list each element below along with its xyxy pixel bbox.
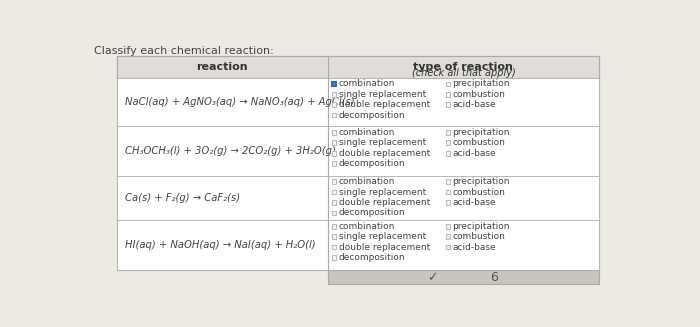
- Text: NaCl(aq) + AgNO₃(aq) → NaNO₃(aq) + AgCl(s): NaCl(aq) + AgNO₃(aq) → NaNO₃(aq) + AgCl(…: [125, 97, 354, 107]
- Text: decomposition: decomposition: [339, 159, 405, 168]
- Text: combustion: combustion: [452, 232, 505, 241]
- Bar: [446, 130, 450, 135]
- Text: double replacement: double replacement: [339, 100, 430, 109]
- Text: single replacement: single replacement: [339, 138, 426, 147]
- Bar: [446, 141, 450, 145]
- Bar: [446, 234, 450, 239]
- Text: decomposition: decomposition: [339, 253, 405, 262]
- Bar: [332, 82, 336, 86]
- Text: combustion: combustion: [452, 90, 505, 99]
- Bar: [117, 176, 599, 220]
- Bar: [117, 78, 599, 126]
- Bar: [446, 190, 450, 194]
- Text: single replacement: single replacement: [339, 90, 426, 99]
- Text: precipitation: precipitation: [452, 128, 510, 137]
- Text: combustion: combustion: [452, 138, 505, 147]
- Text: combination: combination: [339, 128, 395, 137]
- Text: precipitation: precipitation: [452, 222, 510, 231]
- Bar: [332, 151, 336, 156]
- Text: double replacement: double replacement: [339, 149, 430, 158]
- Bar: [328, 270, 599, 284]
- Text: combination: combination: [339, 79, 395, 88]
- Text: Classify each chemical reaction:: Classify each chemical reaction:: [94, 46, 274, 56]
- Bar: [332, 102, 336, 107]
- Text: CH₃OCH₃(l) + 3O₂(g) → 2CO₂(g) + 3H₂O(g): CH₃OCH₃(l) + 3O₂(g) → 2CO₂(g) + 3H₂O(g): [125, 146, 335, 156]
- Bar: [332, 92, 336, 96]
- Text: HI(aq) + NaOH(aq) → NaI(aq) + H₂O(l): HI(aq) + NaOH(aq) → NaI(aq) + H₂O(l): [125, 240, 315, 250]
- Bar: [446, 151, 450, 156]
- Bar: [332, 211, 336, 215]
- Text: acid-base: acid-base: [452, 198, 496, 207]
- Bar: [332, 224, 336, 229]
- Bar: [332, 113, 336, 117]
- Text: reaction: reaction: [197, 62, 248, 72]
- Text: single replacement: single replacement: [339, 232, 426, 241]
- Text: acid-base: acid-base: [452, 149, 496, 158]
- Bar: [446, 224, 450, 229]
- Text: double replacement: double replacement: [339, 243, 430, 252]
- Bar: [117, 220, 599, 270]
- Text: combustion: combustion: [452, 188, 505, 197]
- Bar: [332, 180, 336, 184]
- Bar: [117, 126, 599, 176]
- Text: double replacement: double replacement: [339, 198, 430, 207]
- Bar: [446, 102, 450, 107]
- Bar: [332, 255, 336, 260]
- Bar: [332, 190, 336, 194]
- Text: combination: combination: [339, 177, 395, 186]
- Text: decomposition: decomposition: [339, 111, 405, 120]
- Text: acid-base: acid-base: [452, 100, 496, 109]
- Text: decomposition: decomposition: [339, 208, 405, 217]
- Text: acid-base: acid-base: [452, 243, 496, 252]
- Bar: [446, 180, 450, 184]
- Text: combination: combination: [339, 222, 395, 231]
- Bar: [332, 141, 336, 145]
- Bar: [117, 56, 599, 78]
- Text: (check all that apply): (check all that apply): [412, 68, 515, 78]
- Text: 6: 6: [491, 271, 498, 284]
- Text: precipitation: precipitation: [452, 79, 510, 88]
- Bar: [446, 245, 450, 250]
- Bar: [332, 130, 336, 135]
- Bar: [332, 234, 336, 239]
- Bar: [446, 200, 450, 205]
- Bar: [332, 161, 336, 166]
- Bar: [332, 245, 336, 250]
- Text: single replacement: single replacement: [339, 188, 426, 197]
- Text: precipitation: precipitation: [452, 177, 510, 186]
- Text: ✓: ✓: [427, 271, 438, 284]
- Text: Ca(s) + F₂(g) → CaF₂(s): Ca(s) + F₂(g) → CaF₂(s): [125, 193, 240, 203]
- Text: type of reaction: type of reaction: [414, 61, 513, 72]
- Bar: [332, 200, 336, 205]
- Bar: [446, 82, 450, 86]
- Bar: [446, 92, 450, 96]
- Bar: [117, 56, 599, 270]
